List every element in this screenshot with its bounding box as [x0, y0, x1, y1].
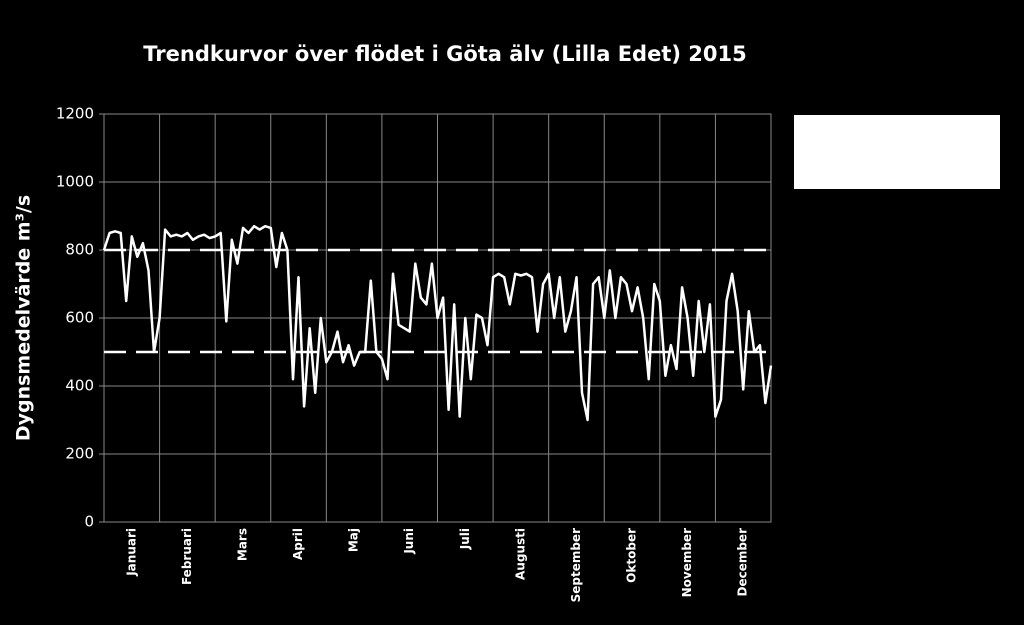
- x-tick-label: Maj: [347, 528, 361, 552]
- x-tick-label: Juni: [402, 528, 416, 555]
- y-tick-label: 1000: [56, 173, 94, 191]
- x-tick-label: Januari: [124, 528, 138, 577]
- y-tick-label: 200: [65, 445, 94, 463]
- y-axis-label: Dygnsmedelvärde m³/s: [13, 195, 35, 441]
- plot-frame: [103, 113, 772, 523]
- x-tick-label: April: [291, 528, 305, 560]
- x-tick-label: Oktober: [625, 528, 639, 583]
- x-tick-label: Augusti: [513, 528, 527, 580]
- y-tick-label: 0: [84, 513, 94, 531]
- chart-title: Trendkurvor över flödet i Göta älv (Lill…: [143, 42, 746, 66]
- x-tick-label: November: [680, 528, 694, 597]
- y-tick-label: 600: [65, 309, 94, 327]
- y-tick-label: 1200: [56, 105, 94, 123]
- y-tick-label: 400: [65, 377, 94, 395]
- legend-box: [794, 115, 1000, 189]
- x-tick-label: September: [569, 528, 583, 602]
- x-tick-label: Juli: [458, 528, 472, 550]
- flow-line: [102, 224, 773, 422]
- x-tick-label: Februari: [180, 528, 194, 585]
- x-tick-label: December: [736, 528, 750, 597]
- x-tick-label: Mars: [235, 528, 249, 561]
- y-tick-label: 800: [65, 241, 94, 259]
